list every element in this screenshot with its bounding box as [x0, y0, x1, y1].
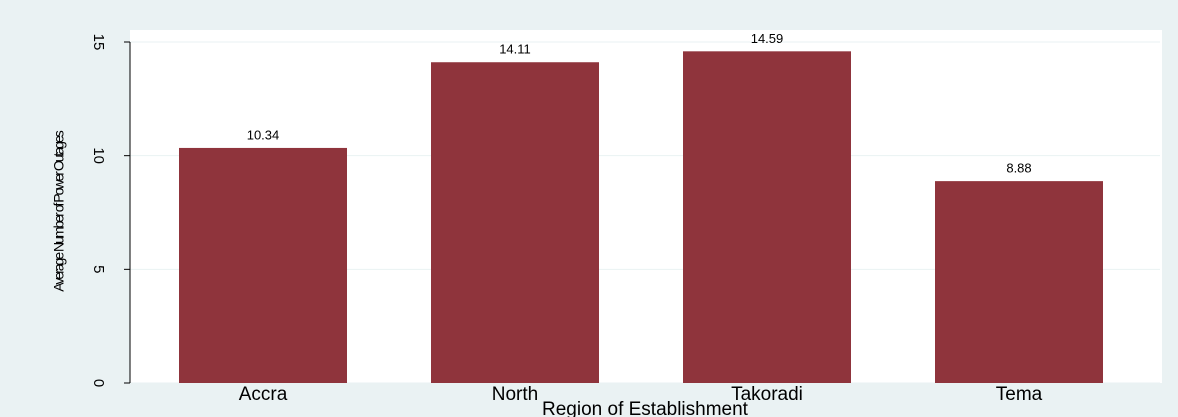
bar — [179, 147, 347, 383]
value-label: 8.88 — [1006, 161, 1031, 176]
value-label: 14.11 — [499, 42, 531, 57]
x-tick-label: Accra — [239, 384, 288, 405]
value-label: 14.59 — [751, 31, 784, 46]
y-tick-label: 5 — [90, 265, 107, 273]
x-tick-label: Takoradi — [731, 384, 803, 405]
bar — [683, 51, 851, 383]
y-tick-label: 0 — [90, 379, 107, 387]
y-tick-label: 10 — [90, 147, 107, 164]
x-tick-label: North — [492, 384, 538, 405]
x-tick-label: Tema — [996, 384, 1043, 405]
value-label: 10.34 — [247, 127, 280, 142]
x-axis-title: Region of Establishment — [542, 399, 749, 417]
bar — [431, 62, 599, 383]
bar — [935, 181, 1103, 383]
y-tick-label: 15 — [90, 34, 107, 51]
y-axis-title: Average Number of Power Outages — [51, 130, 67, 292]
